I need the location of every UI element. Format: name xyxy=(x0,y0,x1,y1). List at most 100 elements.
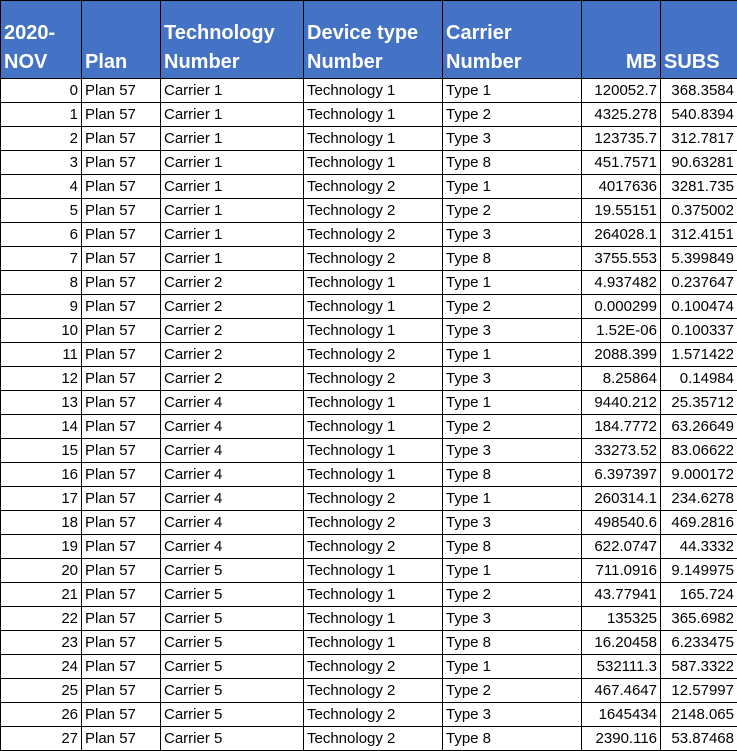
cell-technology-number[interactable]: Carrier 5 xyxy=(161,631,304,655)
cell-carrier-number[interactable]: Type 8 xyxy=(443,247,582,271)
cell-index[interactable]: 6 xyxy=(1,223,82,247)
cell-device-type-number[interactable]: Technology 2 xyxy=(304,247,443,271)
cell-subs[interactable]: 368.3584 xyxy=(661,79,737,103)
cell-plan[interactable]: Plan 57 xyxy=(82,247,161,271)
cell-subs[interactable]: 25.35712 xyxy=(661,391,737,415)
cell-subs[interactable]: 587.3322 xyxy=(661,655,737,679)
cell-mb[interactable]: 711.0916 xyxy=(582,559,661,583)
cell-carrier-number[interactable]: Type 2 xyxy=(443,679,582,703)
cell-carrier-number[interactable]: Type 2 xyxy=(443,583,582,607)
cell-mb[interactable]: 8.25864 xyxy=(582,367,661,391)
cell-mb[interactable]: 0.000299 xyxy=(582,295,661,319)
cell-subs[interactable]: 12.57997 xyxy=(661,679,737,703)
cell-subs[interactable]: 53.87468 xyxy=(661,727,737,751)
cell-mb[interactable]: 4017636 xyxy=(582,175,661,199)
cell-technology-number[interactable]: Carrier 4 xyxy=(161,439,304,463)
cell-plan[interactable]: Plan 57 xyxy=(82,655,161,679)
cell-mb[interactable]: 135325 xyxy=(582,607,661,631)
cell-carrier-number[interactable]: Type 3 xyxy=(443,127,582,151)
cell-subs[interactable]: 469.2816 xyxy=(661,511,737,535)
cell-index[interactable]: 18 xyxy=(1,511,82,535)
cell-device-type-number[interactable]: Technology 1 xyxy=(304,439,443,463)
cell-subs[interactable]: 1.571422 xyxy=(661,343,737,367)
cell-device-type-number[interactable]: Technology 2 xyxy=(304,199,443,223)
cell-plan[interactable]: Plan 57 xyxy=(82,103,161,127)
cell-device-type-number[interactable]: Technology 1 xyxy=(304,607,443,631)
cell-technology-number[interactable]: Carrier 5 xyxy=(161,703,304,727)
cell-plan[interactable]: Plan 57 xyxy=(82,463,161,487)
cell-technology-number[interactable]: Carrier 5 xyxy=(161,607,304,631)
cell-technology-number[interactable]: Carrier 1 xyxy=(161,175,304,199)
cell-mb[interactable]: 498540.6 xyxy=(582,511,661,535)
cell-technology-number[interactable]: Carrier 4 xyxy=(161,535,304,559)
cell-carrier-number[interactable]: Type 2 xyxy=(443,295,582,319)
cell-subs[interactable]: 312.4151 xyxy=(661,223,737,247)
cell-subs[interactable]: 3281.735 xyxy=(661,175,737,199)
cell-carrier-number[interactable]: Type 3 xyxy=(443,319,582,343)
cell-mb[interactable]: 467.4647 xyxy=(582,679,661,703)
cell-index[interactable]: 12 xyxy=(1,367,82,391)
cell-mb[interactable]: 184.7772 xyxy=(582,415,661,439)
cell-device-type-number[interactable]: Technology 2 xyxy=(304,175,443,199)
cell-mb[interactable]: 9440.212 xyxy=(582,391,661,415)
cell-mb[interactable]: 4.937482 xyxy=(582,271,661,295)
cell-plan[interactable]: Plan 57 xyxy=(82,295,161,319)
cell-index[interactable]: 13 xyxy=(1,391,82,415)
cell-carrier-number[interactable]: Type 8 xyxy=(443,463,582,487)
cell-device-type-number[interactable]: Technology 1 xyxy=(304,103,443,127)
cell-technology-number[interactable]: Carrier 5 xyxy=(161,583,304,607)
cell-plan[interactable]: Plan 57 xyxy=(82,535,161,559)
cell-carrier-number[interactable]: Type 8 xyxy=(443,631,582,655)
header-mb[interactable]: MB xyxy=(582,1,661,79)
cell-plan[interactable]: Plan 57 xyxy=(82,367,161,391)
cell-mb[interactable]: 264028.1 xyxy=(582,223,661,247)
cell-carrier-number[interactable]: Type 1 xyxy=(443,271,582,295)
cell-carrier-number[interactable]: Type 3 xyxy=(443,607,582,631)
cell-device-type-number[interactable]: Technology 2 xyxy=(304,511,443,535)
cell-plan[interactable]: Plan 57 xyxy=(82,175,161,199)
cell-device-type-number[interactable]: Technology 2 xyxy=(304,703,443,727)
cell-carrier-number[interactable]: Type 2 xyxy=(443,415,582,439)
cell-plan[interactable]: Plan 57 xyxy=(82,439,161,463)
cell-technology-number[interactable]: Carrier 2 xyxy=(161,319,304,343)
cell-carrier-number[interactable]: Type 3 xyxy=(443,223,582,247)
cell-subs[interactable]: 9.149975 xyxy=(661,559,737,583)
cell-subs[interactable]: 2148.065 xyxy=(661,703,737,727)
cell-plan[interactable]: Plan 57 xyxy=(82,583,161,607)
cell-index[interactable]: 4 xyxy=(1,175,82,199)
cell-carrier-number[interactable]: Type 3 xyxy=(443,439,582,463)
cell-subs[interactable]: 312.7817 xyxy=(661,127,737,151)
cell-plan[interactable]: Plan 57 xyxy=(82,511,161,535)
header-subs[interactable]: SUBS xyxy=(661,1,737,79)
cell-device-type-number[interactable]: Technology 1 xyxy=(304,559,443,583)
cell-technology-number[interactable]: Carrier 5 xyxy=(161,559,304,583)
cell-device-type-number[interactable]: Technology 2 xyxy=(304,223,443,247)
cell-subs[interactable]: 0.14984 xyxy=(661,367,737,391)
cell-carrier-number[interactable]: Type 2 xyxy=(443,199,582,223)
cell-technology-number[interactable]: Carrier 2 xyxy=(161,367,304,391)
cell-technology-number[interactable]: Carrier 1 xyxy=(161,223,304,247)
cell-carrier-number[interactable]: Type 3 xyxy=(443,511,582,535)
cell-technology-number[interactable]: Carrier 5 xyxy=(161,727,304,751)
cell-mb[interactable]: 3755.553 xyxy=(582,247,661,271)
cell-plan[interactable]: Plan 57 xyxy=(82,391,161,415)
cell-index[interactable]: 20 xyxy=(1,559,82,583)
cell-device-type-number[interactable]: Technology 2 xyxy=(304,487,443,511)
cell-subs[interactable]: 9.000172 xyxy=(661,463,737,487)
cell-subs[interactable]: 6.233475 xyxy=(661,631,737,655)
cell-subs[interactable]: 234.6278 xyxy=(661,487,737,511)
cell-plan[interactable]: Plan 57 xyxy=(82,271,161,295)
cell-device-type-number[interactable]: Technology 2 xyxy=(304,343,443,367)
cell-subs[interactable]: 83.06622 xyxy=(661,439,737,463)
cell-technology-number[interactable]: Carrier 1 xyxy=(161,103,304,127)
cell-mb[interactable]: 1645434 xyxy=(582,703,661,727)
cell-index[interactable]: 9 xyxy=(1,295,82,319)
cell-mb[interactable]: 6.397397 xyxy=(582,463,661,487)
cell-technology-number[interactable]: Carrier 2 xyxy=(161,343,304,367)
cell-index[interactable]: 21 xyxy=(1,583,82,607)
cell-mb[interactable]: 43.77941 xyxy=(582,583,661,607)
cell-technology-number[interactable]: Carrier 1 xyxy=(161,127,304,151)
cell-index[interactable]: 22 xyxy=(1,607,82,631)
cell-device-type-number[interactable]: Technology 1 xyxy=(304,391,443,415)
